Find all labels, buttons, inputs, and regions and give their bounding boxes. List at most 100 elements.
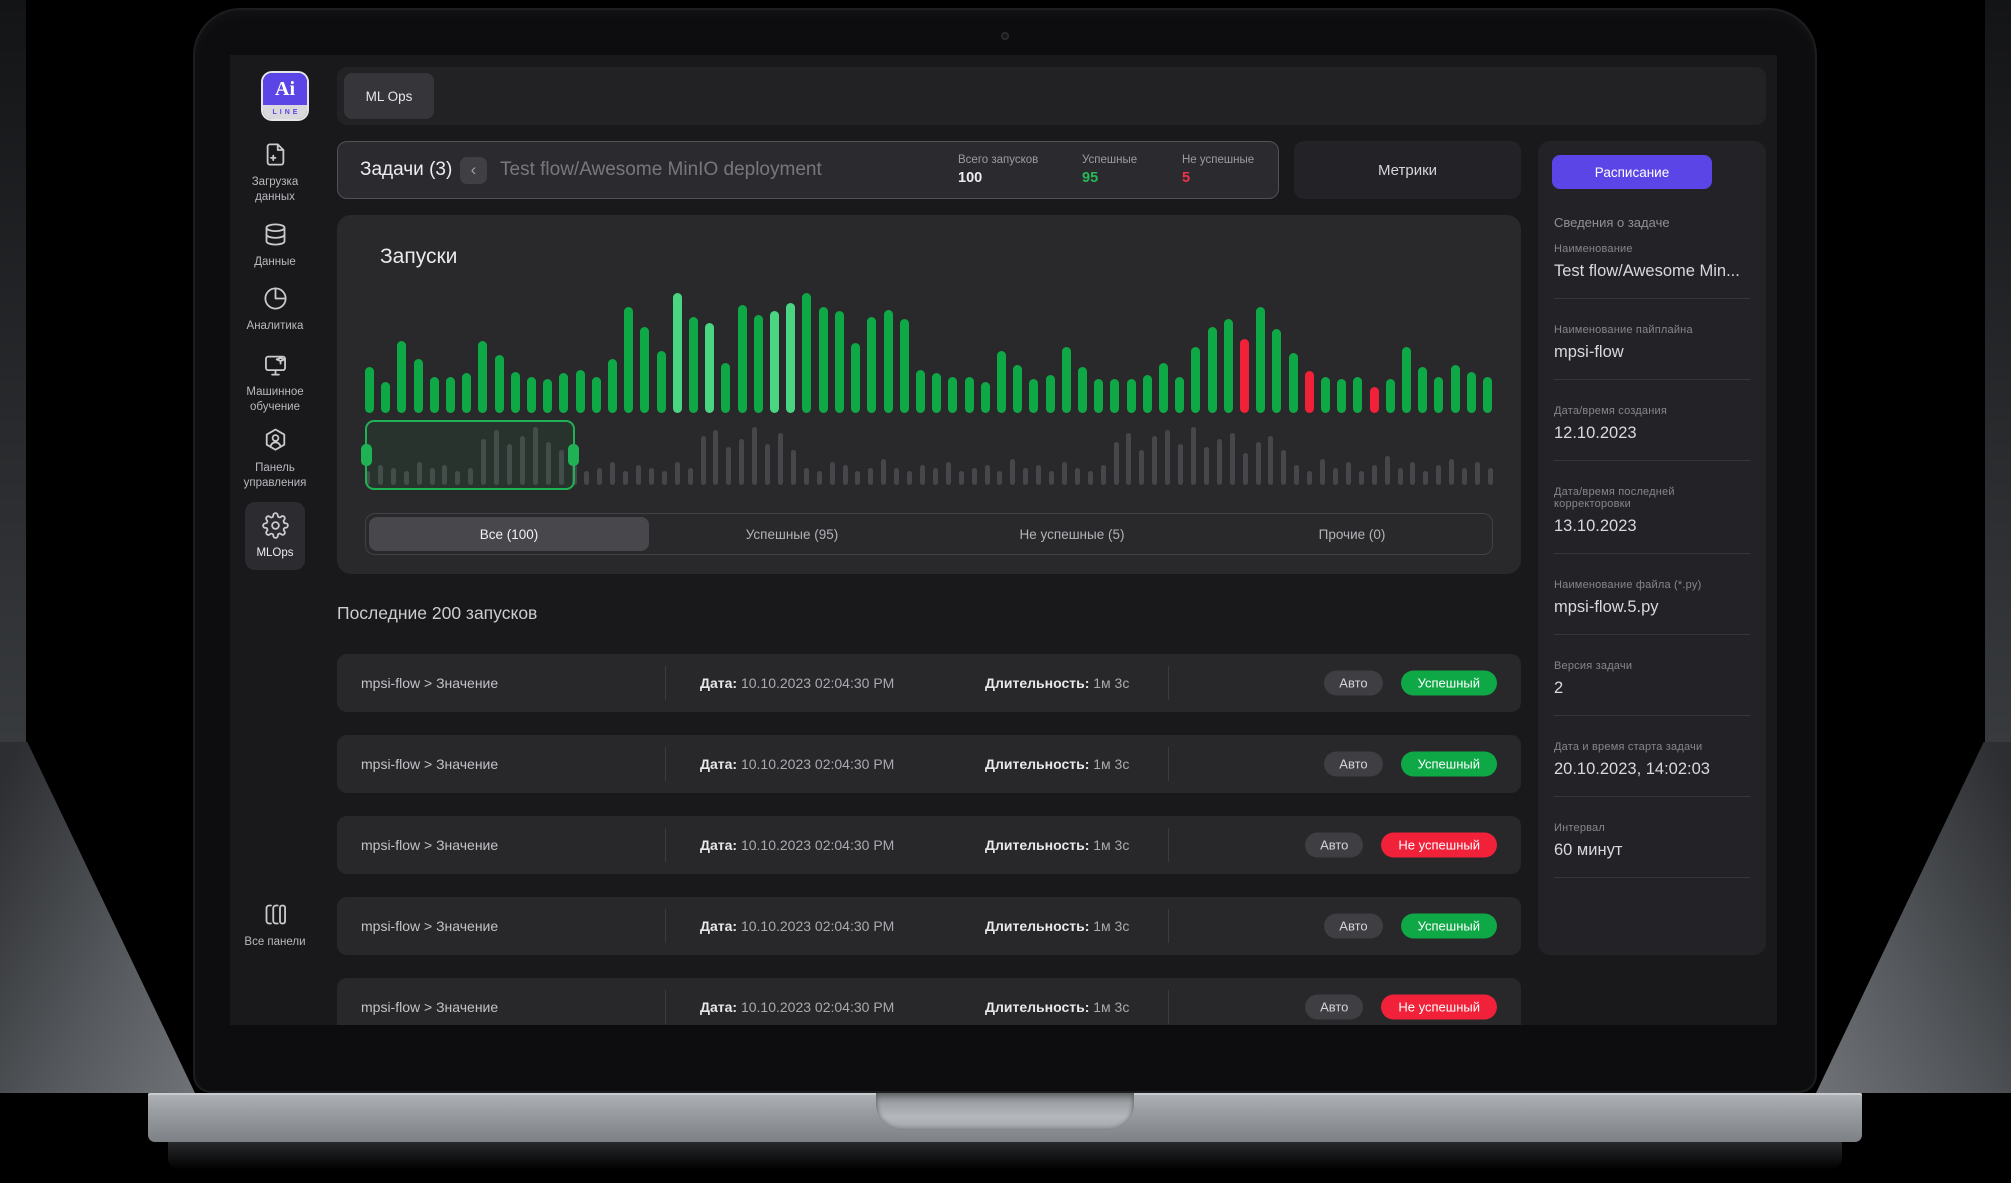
run-bar-success[interactable] (802, 293, 812, 413)
run-bar-success[interactable] (1418, 367, 1428, 413)
sidebar-item-pie-chart[interactable]: Аналитика (230, 285, 320, 334)
run-bar-success[interactable] (1402, 347, 1411, 413)
run-row[interactable]: mpsi-flow > Значение Дата: 10.10.2023 02:… (337, 897, 1521, 955)
run-bar-success[interactable] (964, 377, 974, 413)
run-bar-success[interactable] (818, 307, 828, 413)
run-bar-selected[interactable] (786, 302, 796, 413)
filter-tab-3[interactable]: Прочие (0) (1318, 526, 1386, 542)
run-bar-success[interactable] (365, 367, 374, 413)
run-bar-success[interactable] (1142, 374, 1152, 413)
filter-tab-1[interactable]: Успешные (95) (745, 526, 839, 542)
run-row[interactable]: mpsi-flow > Значение Дата: 10.10.2023 02:… (337, 735, 1521, 793)
run-bar-success[interactable] (559, 373, 569, 413)
run-bar-success[interactable] (381, 381, 391, 413)
app-logo[interactable]: Ai LINE (263, 73, 307, 119)
run-bar-success[interactable] (494, 355, 504, 413)
run-bar-success[interactable] (543, 379, 553, 413)
run-bar-success[interactable] (1013, 365, 1023, 413)
run-bar-success[interactable] (883, 309, 893, 413)
stat-1: Успешные 95 (1082, 154, 1137, 186)
run-bar-success[interactable] (591, 377, 601, 413)
run-bar-success[interactable] (1288, 353, 1298, 413)
run-bar-success[interactable] (1483, 377, 1493, 413)
run-bar-success[interactable] (413, 359, 423, 413)
run-bar-success[interactable] (980, 381, 990, 413)
minimap-brush[interactable] (361, 420, 579, 490)
run-bar-success[interactable] (1061, 347, 1071, 413)
run-bar-success[interactable] (1434, 377, 1444, 413)
run-bar-success[interactable] (640, 326, 650, 413)
sidebar-item-panels[interactable]: Все панели (230, 901, 320, 950)
filter-tab-2[interactable]: Не успешные (5) (1019, 526, 1125, 542)
run-bar-success[interactable] (948, 377, 958, 413)
run-bar-selected[interactable] (770, 311, 780, 413)
run-date-label: Дата: (700, 756, 738, 772)
brush-handle-left[interactable] (361, 444, 372, 466)
run-bar-success[interactable] (1450, 365, 1460, 413)
run-bar-success[interactable] (575, 369, 585, 413)
run-bar-success[interactable] (1077, 367, 1087, 413)
run-bar-success[interactable] (689, 317, 699, 413)
sidebar-item-user-hexagon[interactable]: Панель управления (230, 427, 320, 491)
back-button[interactable]: ‹ (460, 157, 487, 184)
run-bar-failed[interactable] (1239, 338, 1249, 413)
run-bar-success[interactable] (1094, 379, 1104, 413)
run-bar-success[interactable] (1466, 372, 1476, 413)
run-bar-success[interactable] (462, 373, 472, 413)
run-bar-success[interactable] (996, 350, 1006, 413)
run-bar-success[interactable] (397, 341, 407, 413)
sidebar-item-file-plus[interactable]: Загрузка данных (230, 141, 320, 205)
run-bar-success[interactable] (1385, 379, 1395, 413)
run-bar-failed[interactable] (1304, 371, 1314, 413)
run-bar-success[interactable] (1175, 377, 1185, 413)
run-bar-success[interactable] (1045, 374, 1055, 413)
run-bar-success[interactable] (1191, 347, 1201, 413)
run-bar-success[interactable] (1207, 326, 1217, 413)
run-date-label: Дата: (700, 837, 738, 853)
tab-ml-ops[interactable]: ML Ops (344, 73, 434, 119)
run-date: Дата: 10.10.2023 02:04:30 PM (700, 999, 894, 1015)
run-bar-success[interactable] (446, 377, 456, 413)
run-row[interactable]: mpsi-flow > Значение Дата: 10.10.2023 02:… (337, 816, 1521, 874)
run-bar-success[interactable] (1223, 319, 1233, 413)
run-bar-success[interactable] (429, 377, 439, 413)
run-bar-selected[interactable] (672, 293, 682, 413)
run-bar-success[interactable] (1272, 329, 1282, 413)
run-row[interactable]: mpsi-flow > Значение Дата: 10.10.2023 02:… (337, 978, 1521, 1025)
metrics-button[interactable]: Метрики (1294, 141, 1521, 199)
run-row[interactable]: mpsi-flow > Значение Дата: 10.10.2023 02:… (337, 654, 1521, 712)
run-bar-success[interactable] (1337, 379, 1347, 413)
schedule-button[interactable]: Расписание (1552, 155, 1712, 189)
run-bar-success[interactable] (1320, 377, 1330, 413)
run-bar-success[interactable] (608, 359, 618, 413)
run-bar-success[interactable] (834, 311, 844, 413)
run-bar-failed[interactable] (1369, 386, 1379, 413)
run-bar-success[interactable] (656, 350, 666, 413)
run-bar-success[interactable] (478, 341, 488, 413)
sidebar-item-gear[interactable]: MLOps (245, 502, 305, 570)
run-bar-success[interactable] (1029, 379, 1039, 413)
run-bar-success[interactable] (753, 314, 763, 413)
run-bar-success[interactable] (1126, 379, 1136, 413)
sidebar-item-database[interactable]: Данные (230, 221, 320, 270)
run-bar-success[interactable] (721, 362, 731, 413)
filter-tab-0[interactable]: Все (100) (369, 517, 649, 551)
brush-handle-right[interactable] (568, 444, 579, 466)
minimap-bar (558, 450, 564, 485)
run-bar-success[interactable] (1256, 307, 1266, 413)
run-bar-success[interactable] (624, 307, 634, 413)
run-bar-success[interactable] (527, 377, 537, 413)
run-bar-success[interactable] (899, 319, 909, 413)
minimap-bar (919, 464, 925, 485)
run-bar-success[interactable] (851, 343, 861, 413)
sidebar-item-monitor-learn[interactable]: Машинное обучение (230, 351, 320, 415)
run-bar-success[interactable] (932, 373, 942, 413)
run-bar-success[interactable] (510, 372, 520, 413)
run-bar-success[interactable] (1158, 362, 1168, 413)
run-bar-success[interactable] (1353, 377, 1363, 413)
run-bar-selected[interactable] (705, 323, 715, 413)
run-bar-success[interactable] (1110, 379, 1120, 413)
run-bar-success[interactable] (737, 305, 747, 413)
run-bar-success[interactable] (915, 369, 925, 413)
run-bar-success[interactable] (867, 317, 877, 413)
